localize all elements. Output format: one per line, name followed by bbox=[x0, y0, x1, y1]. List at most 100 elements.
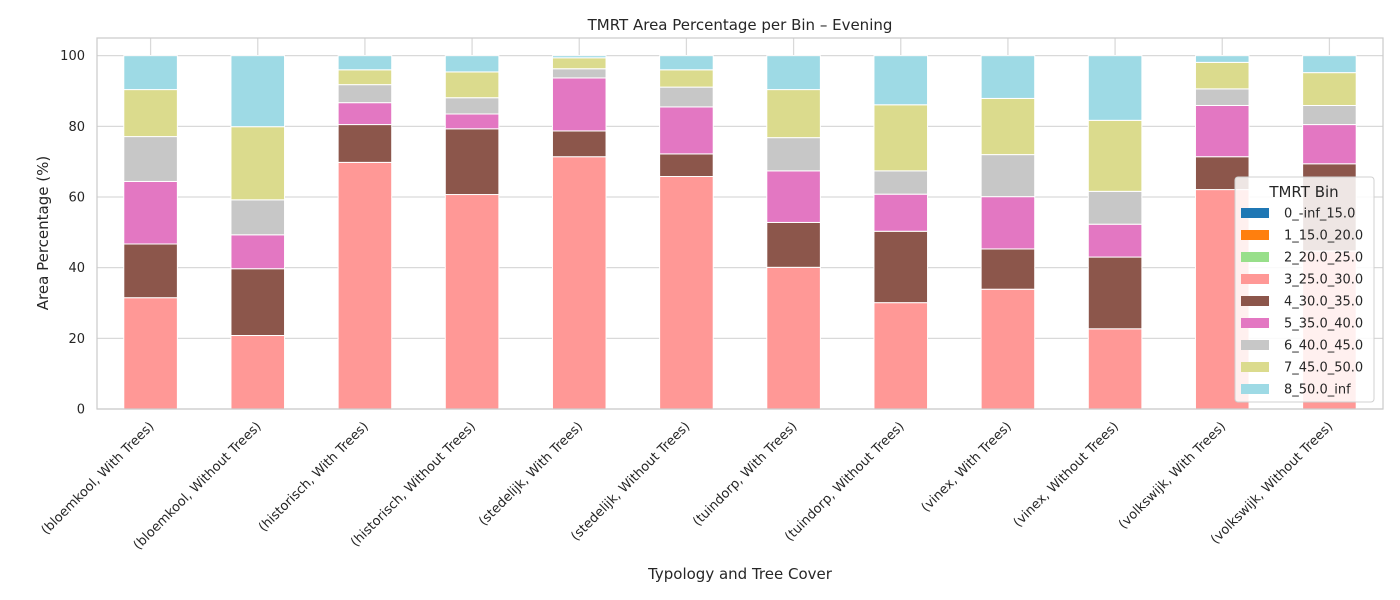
bar-segment bbox=[123, 297, 178, 410]
bar-segment bbox=[230, 55, 286, 128]
bar-segment bbox=[444, 113, 500, 130]
legend-swatch bbox=[1241, 274, 1269, 284]
y-tick-label: 20 bbox=[68, 332, 85, 347]
legend-box bbox=[1234, 176, 1375, 403]
bar-segment bbox=[873, 170, 929, 195]
bar-segment bbox=[230, 335, 286, 410]
y-tick-label: 100 bbox=[60, 49, 85, 64]
bar-segment bbox=[766, 170, 821, 223]
bar-segment bbox=[1302, 124, 1357, 165]
legend-label: 8_50.0_inf bbox=[1284, 383, 1351, 398]
legend-swatch bbox=[1241, 362, 1269, 372]
bar-segment bbox=[980, 196, 1036, 250]
legend-label: 4_30.0_35.0 bbox=[1284, 295, 1363, 310]
bar-segment bbox=[659, 106, 714, 155]
y-tick-label: 60 bbox=[68, 191, 85, 206]
bar-segment bbox=[766, 266, 821, 410]
y-tick-label: 40 bbox=[68, 261, 85, 276]
bar-segment bbox=[980, 154, 1036, 198]
legend-title: TMRT Bin bbox=[1268, 183, 1338, 201]
legend-swatch bbox=[1241, 230, 1269, 240]
bar-segment bbox=[123, 55, 178, 91]
x-axis-label: Typology and Tree Cover bbox=[647, 565, 833, 583]
bar-segment bbox=[123, 89, 178, 138]
bar-segment bbox=[873, 230, 929, 304]
bar-segment bbox=[337, 161, 393, 410]
bar-segment bbox=[873, 302, 929, 410]
bar-segment bbox=[1194, 55, 1250, 63]
legend-label: 2_20.0_25.0 bbox=[1284, 251, 1363, 266]
bar-segment bbox=[766, 55, 821, 91]
bar-segment bbox=[1194, 88, 1250, 106]
bar-segment bbox=[337, 69, 393, 86]
bar-segment bbox=[337, 124, 393, 163]
plot-frame bbox=[96, 37, 1384, 410]
bar-segment bbox=[980, 55, 1036, 99]
legend-swatch bbox=[1241, 208, 1269, 218]
bar-segment bbox=[1087, 55, 1143, 121]
legend-swatch bbox=[1241, 340, 1269, 350]
bar-segment bbox=[444, 71, 500, 99]
bar-segment bbox=[337, 84, 393, 104]
bar-segment bbox=[1087, 119, 1143, 192]
bar-segment bbox=[230, 199, 286, 236]
bar-segment bbox=[337, 55, 393, 71]
bar-segment bbox=[659, 86, 714, 108]
bar-segment bbox=[123, 180, 178, 245]
bar-segment bbox=[1302, 72, 1357, 106]
bar-segment bbox=[980, 288, 1036, 410]
bar-segment bbox=[1087, 190, 1143, 225]
bar-segment bbox=[123, 136, 178, 182]
bar-segment bbox=[980, 97, 1036, 156]
bar-segment bbox=[444, 128, 500, 196]
bar-segment bbox=[766, 89, 821, 139]
bar-segment bbox=[659, 69, 714, 88]
bar-segment bbox=[1194, 104, 1250, 158]
bar-segment bbox=[659, 55, 714, 71]
bar-segment bbox=[230, 268, 286, 337]
bar-segment bbox=[123, 243, 178, 299]
bar-segment bbox=[1302, 104, 1357, 126]
legend-label: 1_15.0_20.0 bbox=[1284, 229, 1363, 244]
y-tick-label: 0 bbox=[77, 403, 85, 418]
bar-segment bbox=[659, 176, 714, 410]
bar-segment bbox=[873, 55, 929, 106]
chart-title: TMRT Area Percentage per Bin – Evening bbox=[587, 16, 893, 34]
legend-swatch bbox=[1241, 296, 1269, 306]
bar-segment bbox=[980, 248, 1036, 290]
bar-segment bbox=[873, 193, 929, 232]
legend-swatch bbox=[1241, 318, 1269, 328]
bar-segment bbox=[1087, 328, 1143, 410]
bar-segment bbox=[444, 97, 500, 115]
bar-segment bbox=[766, 221, 821, 268]
legend-label: 5_35.0_40.0 bbox=[1284, 317, 1363, 332]
bar-segment bbox=[659, 153, 714, 178]
bar-segment bbox=[766, 137, 821, 172]
bar-segment bbox=[230, 126, 286, 201]
legend-swatch bbox=[1241, 252, 1269, 262]
bar-segment bbox=[551, 77, 607, 132]
bar-segment bbox=[551, 57, 607, 70]
bar-segment bbox=[551, 130, 607, 158]
legend-label: 3_25.0_30.0 bbox=[1284, 273, 1363, 288]
legend: TMRT Bin 0_-inf_15.0 1_15.0_20.0 2_20.0_25… bbox=[1234, 176, 1375, 403]
y-tick-labels: 0 20 40 60 80 100 bbox=[60, 49, 85, 417]
bar-segment bbox=[551, 68, 607, 79]
bar-segment bbox=[1194, 61, 1250, 90]
bar-segment bbox=[551, 156, 607, 410]
bar-segment bbox=[551, 55, 607, 59]
bar-segment bbox=[444, 55, 500, 73]
y-tick-label: 80 bbox=[68, 120, 85, 135]
bar-segment bbox=[444, 194, 500, 410]
bar-segment bbox=[1087, 256, 1143, 330]
legend-swatch bbox=[1241, 384, 1269, 394]
y-axis-label: Area Percentage (%) bbox=[34, 156, 52, 310]
legend-label: 6_40.0_45.0 bbox=[1284, 339, 1363, 354]
bar-segment bbox=[1302, 55, 1357, 74]
legend-label: 0_-inf_15.0 bbox=[1284, 207, 1355, 222]
bar-segment bbox=[873, 104, 929, 172]
legend-label: 7_45.0_50.0 bbox=[1284, 361, 1363, 376]
bar-segment bbox=[230, 234, 286, 270]
bar-segment bbox=[337, 102, 393, 126]
